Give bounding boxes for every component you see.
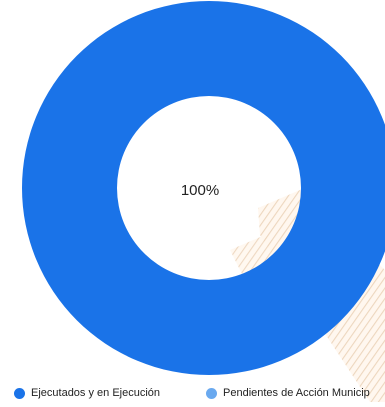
- legend-item-ejecutados[interactable]: Ejecutados y en Ejecución: [14, 387, 160, 400]
- legend-label: Pendientes de Acción Municip: [223, 387, 370, 399]
- legend-dot-icon: [14, 388, 25, 399]
- donut-slice-ejecutados[interactable]: [22, 1, 385, 375]
- legend-dot-icon: [206, 388, 217, 399]
- donut-slices: [22, 1, 385, 375]
- legend-item-pendientes[interactable]: Pendientes de Acción Municip: [206, 387, 370, 400]
- legend-label: Ejecutados y en Ejecución: [31, 387, 161, 399]
- center-percentage-label: 100%: [180, 182, 220, 199]
